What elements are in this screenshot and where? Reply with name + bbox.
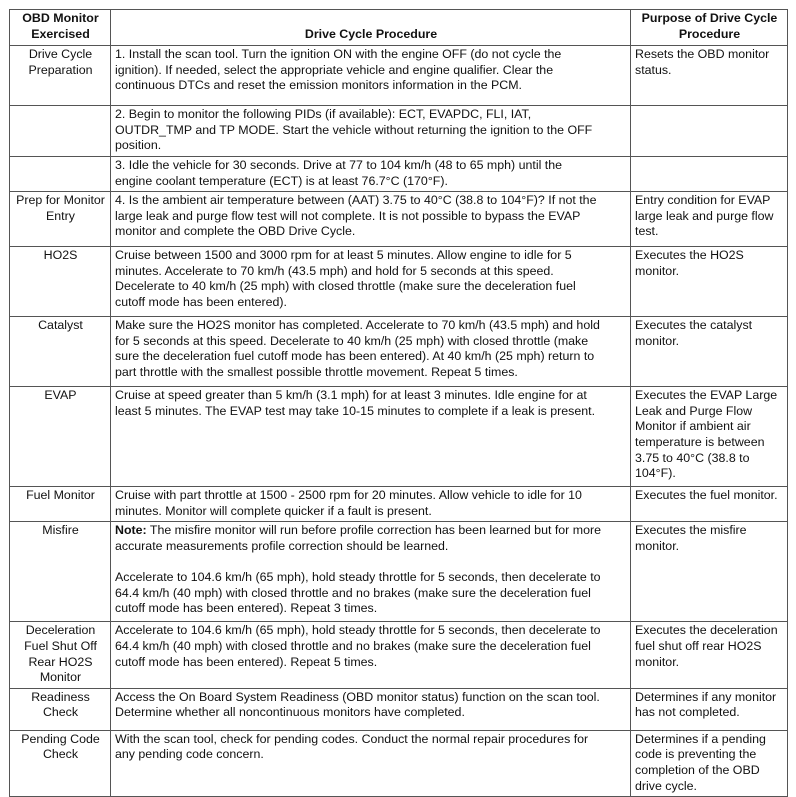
drive-cycle-table: OBD Monitor Exercised Drive Cycle Proced… xyxy=(9,8,788,797)
purpose-cell: Executes the misfire monitor. xyxy=(630,521,788,623)
monitor-cell: Deceleration Fuel Shut Off Rear HO2S Mon… xyxy=(9,621,111,689)
table-row: Catalyst Make sure the HO2S monitor has c… xyxy=(9,316,788,388)
procedure-cell: Accelerate to 104.6 km/h (65 mph), hold … xyxy=(110,621,631,689)
procedure-text: 4. Is the ambient air temperature betwee… xyxy=(115,193,597,239)
table-row: Readiness Check Access the On Board Syste… xyxy=(9,687,788,731)
monitor-cell xyxy=(9,105,111,157)
procedure-text: With the scan tool, check for pending co… xyxy=(115,731,589,762)
note-label: Note: xyxy=(115,523,147,538)
procedure-cell: Cruise between 1500 and 3000 rpm for at … xyxy=(110,246,631,318)
monitor-cell: Prep for Monitor Entry xyxy=(9,191,111,248)
purpose-cell: Determines if a pending code is preventi… xyxy=(630,729,788,797)
procedure-cell: 4. Is the ambient air temperature betwee… xyxy=(110,191,631,248)
procedure-text: 1. Install the scan tool. Turn the ignit… xyxy=(115,47,562,93)
procedure-cell: 3. Idle the vehicle for 30 seconds. Driv… xyxy=(110,155,631,193)
procedure-cell: 1. Install the scan tool. Turn the ignit… xyxy=(110,45,631,107)
table-row: HO2S Cruise between 1500 and 3000 rpm for… xyxy=(9,246,788,318)
monitor-cell: EVAP xyxy=(9,386,111,488)
purpose-cell: Executes the HO2S monitor. xyxy=(630,246,788,318)
monitor-cell: Pending Code Check xyxy=(9,729,111,797)
monitor-cell: Catalyst xyxy=(9,316,111,388)
note-text: The misfire monitor will run before prof… xyxy=(115,523,601,553)
procedure-cell: Cruise at speed greater than 5 km/h (3.1… xyxy=(110,386,631,488)
procedure-text: Make sure the HO2S monitor has completed… xyxy=(115,318,600,379)
table-row: 3. Idle the vehicle for 30 seconds. Driv… xyxy=(9,155,788,193)
procedure-text: Cruise between 1500 and 3000 rpm for at … xyxy=(115,248,576,309)
table-row: Pending Code Check With the scan tool, ch… xyxy=(9,729,788,797)
table-row: Prep for Monitor Entry 4. Is the ambient … xyxy=(9,191,788,248)
header-procedure: Drive Cycle Procedure xyxy=(110,8,631,47)
procedure-cell: Make sure the HO2S monitor has completed… xyxy=(110,316,631,388)
purpose-cell xyxy=(630,155,788,193)
purpose-cell: Executes the catalyst monitor. xyxy=(630,316,788,388)
procedure-text: Cruise at speed greater than 5 km/h (3.1… xyxy=(115,388,596,418)
procedure-text: Accelerate to 104.6 km/h (65 mph), hold … xyxy=(115,570,601,616)
purpose-cell xyxy=(630,105,788,157)
procedure-text: Access the On Board System Readiness (OB… xyxy=(115,689,600,720)
procedure-text: 2. Begin to monitor the following PIDs (… xyxy=(115,107,593,153)
monitor-cell xyxy=(9,155,111,193)
procedure-text: Cruise with part throttle at 1500 - 2500… xyxy=(115,488,582,518)
purpose-cell: Entry condition for EVAP large leak and … xyxy=(630,191,788,248)
monitor-cell: Drive Cycle Preparation xyxy=(9,45,111,107)
procedure-cell: With the scan tool, check for pending co… xyxy=(110,729,631,797)
purpose-cell: Executes the EVAP Large Leak and Purge F… xyxy=(630,386,788,488)
table-row: Fuel Monitor Cruise with part throttle at… xyxy=(9,486,788,523)
purpose-cell: Determines if any monitor has not comple… xyxy=(630,687,788,731)
monitor-cell: HO2S xyxy=(9,246,111,318)
procedure-text: 3. Idle the vehicle for 30 seconds. Driv… xyxy=(115,157,563,188)
table-row: Drive Cycle Preparation 1. Install the sc… xyxy=(9,45,788,107)
procedure-cell: Cruise with part throttle at 1500 - 2500… xyxy=(110,486,631,523)
procedure-cell: Note: The misfire monitor will run befor… xyxy=(110,521,631,623)
header-row: OBD Monitor Exercised Drive Cycle Proced… xyxy=(9,8,788,47)
procedure-cell: Access the On Board System Readiness (OB… xyxy=(110,687,631,731)
purpose-cell: Executes the fuel monitor. xyxy=(630,486,788,523)
purpose-cell: Executes the deceleration fuel shut off … xyxy=(630,621,788,689)
monitor-cell: Misfire xyxy=(9,521,111,623)
table-row: Misfire Note: The misfire monitor will ru… xyxy=(9,521,788,623)
header-monitor: OBD Monitor Exercised xyxy=(9,8,111,47)
header-purpose: Purpose of Drive Cycle Procedure xyxy=(630,8,788,47)
procedure-cell: 2. Begin to monitor the following PIDs (… xyxy=(110,105,631,157)
table-row: Deceleration Fuel Shut Off Rear HO2S Mon… xyxy=(9,621,788,689)
table-row: EVAP Cruise at speed greater than 5 km/h … xyxy=(9,386,788,488)
procedure-text: Accelerate to 104.6 km/h (65 mph), hold … xyxy=(115,623,601,669)
monitor-cell: Readiness Check xyxy=(9,687,111,731)
purpose-cell: Resets the OBD monitor status. xyxy=(630,45,788,107)
table-row: 2. Begin to monitor the following PIDs (… xyxy=(9,105,788,157)
monitor-cell: Fuel Monitor xyxy=(9,486,111,523)
